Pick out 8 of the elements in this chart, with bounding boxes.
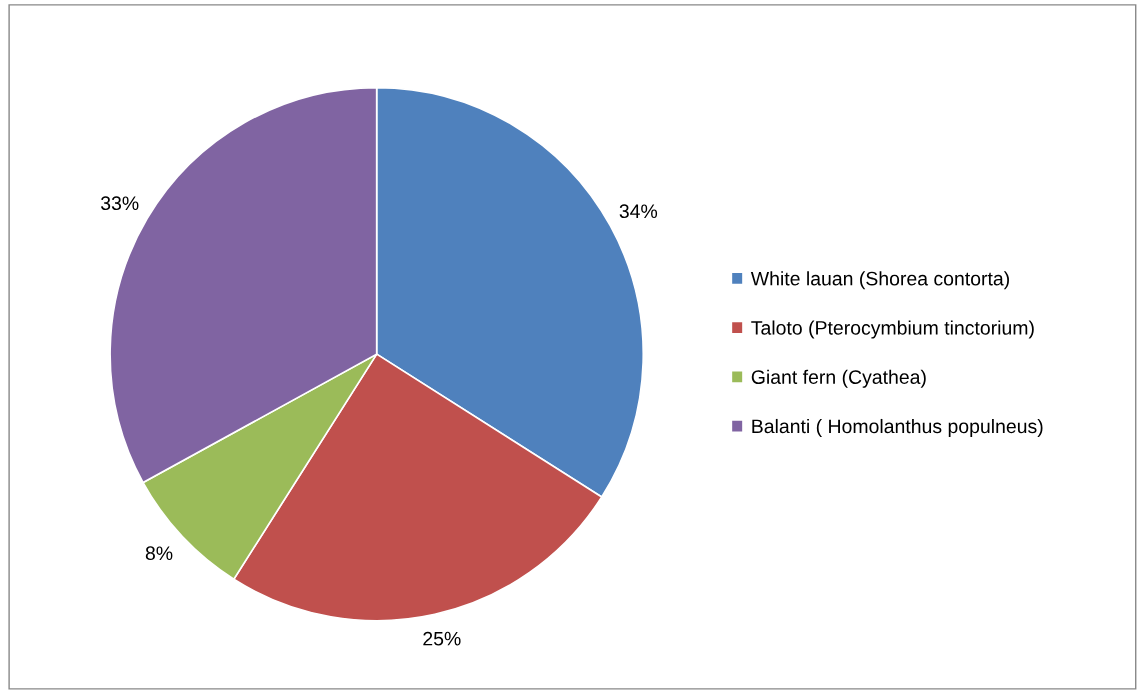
- data-label: 33%: [100, 196, 139, 211]
- data-label: 34%: [619, 204, 658, 219]
- data-label: 8%: [145, 546, 173, 561]
- legend-label: Giant fern (Cyathea): [751, 369, 926, 388]
- legend-label: White lauan (Shorea contorta): [750, 271, 1009, 290]
- legend-label: Balanti ( Homolanthus populneus): [752, 418, 1043, 438]
- data-label: 25%: [423, 631, 461, 646]
- legend-label: Taloto (Pterocymbium tinctorium): [751, 320, 1034, 339]
